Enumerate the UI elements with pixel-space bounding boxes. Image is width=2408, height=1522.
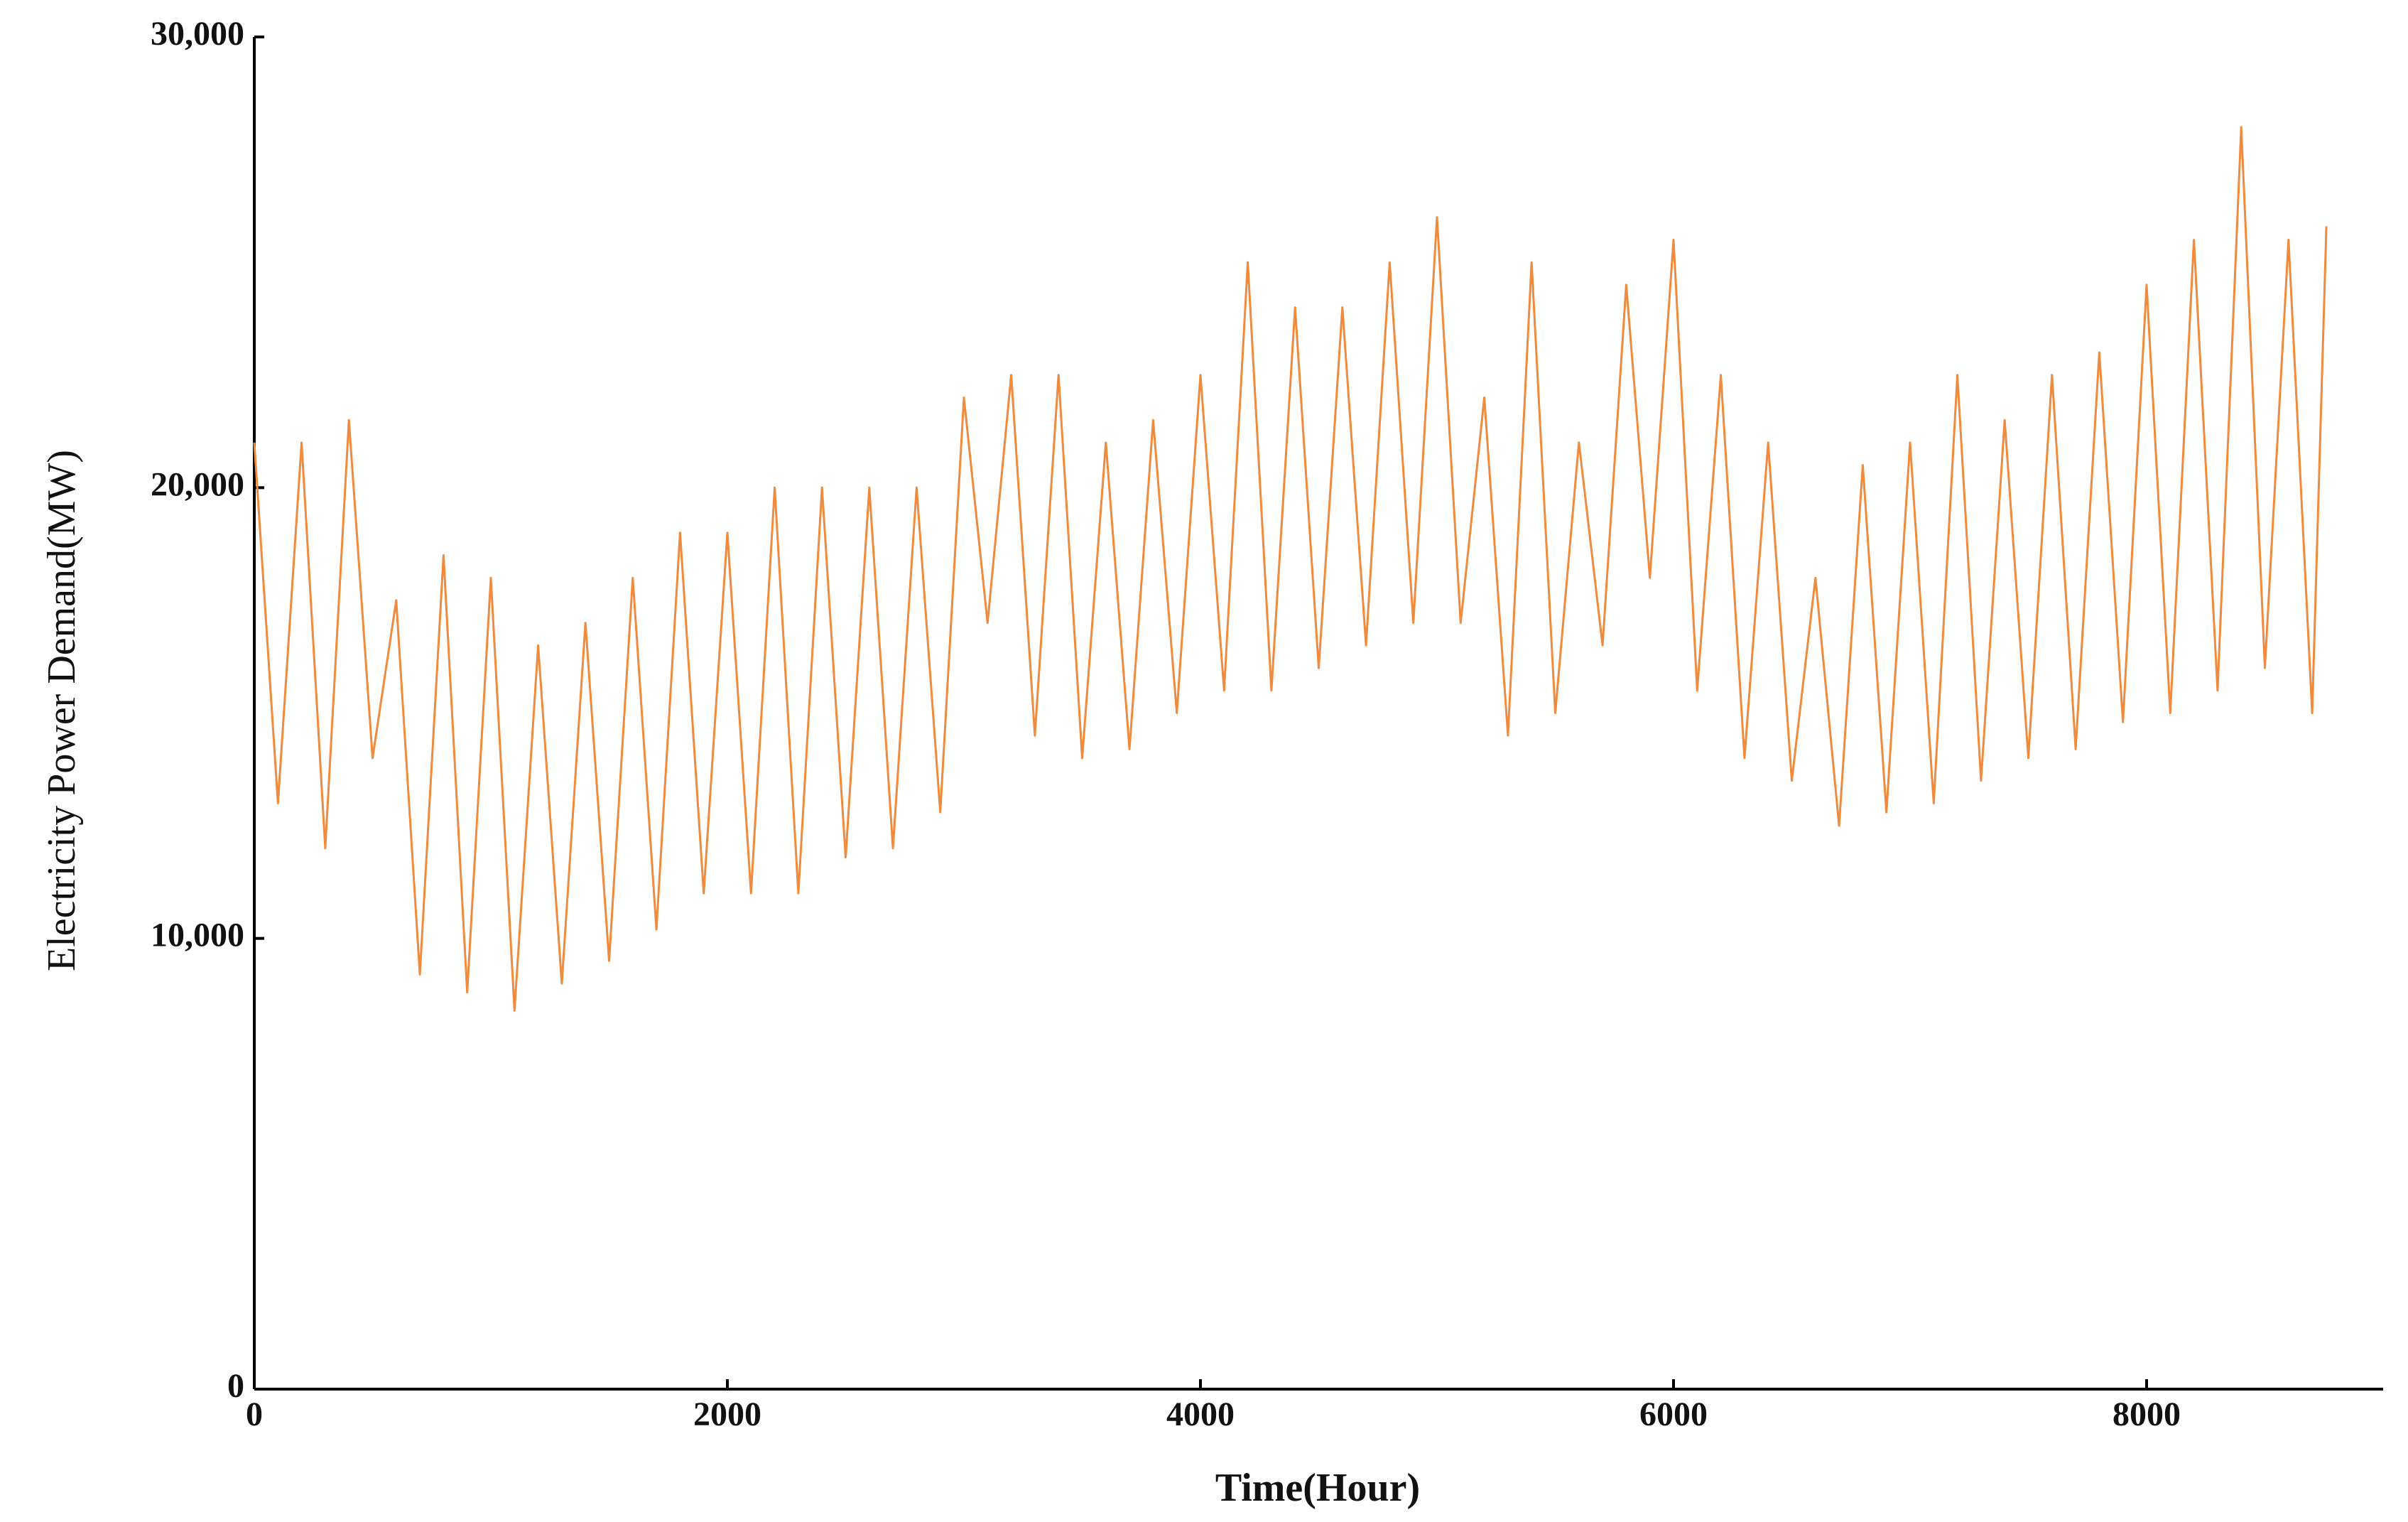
x-tick-label: 4000 xyxy=(1166,1396,1235,1433)
demand-line xyxy=(253,126,2328,1012)
y-tick-label: 10,000 xyxy=(151,917,244,954)
y-tick-label: 20,000 xyxy=(151,465,244,503)
x-tick-label: 2000 xyxy=(693,1396,761,1433)
y-tick-label: 0 xyxy=(227,1367,244,1405)
x-axis-title: Time(Hour) xyxy=(1215,1466,1420,1510)
y-tick-label: 30,000 xyxy=(151,15,244,53)
x-tick-label: 0 xyxy=(246,1396,263,1433)
x-tick-label: 8000 xyxy=(2113,1396,2181,1433)
x-tick-label: 6000 xyxy=(1639,1396,1708,1433)
y-axis-title: Electricity Power Demand(MW) xyxy=(40,450,84,971)
